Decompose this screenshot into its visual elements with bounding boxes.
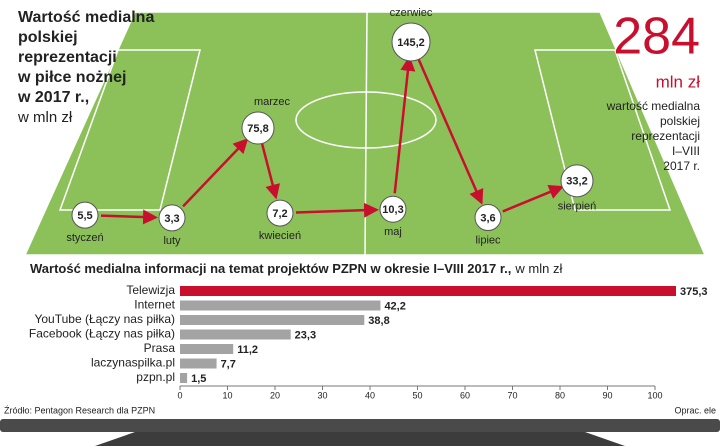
category-label: Telewizja (126, 283, 175, 297)
monitor-bezel (0, 419, 720, 432)
x-tick-label: 10 (222, 390, 232, 400)
x-tick-label: 30 (317, 390, 327, 400)
bar (180, 300, 381, 311)
x-tick-label: 80 (555, 390, 565, 400)
headline-caption: I–VIII (672, 144, 700, 158)
value-label: 23,3 (295, 329, 316, 341)
headline-caption: wartość medialna (606, 99, 701, 113)
value-label: 5,5 (77, 210, 92, 222)
bars (180, 286, 676, 383)
source: Źródło: Pentagon Research dla PZPN (4, 405, 155, 415)
chart-title: reprezentacji (18, 49, 117, 66)
headline: 284 mln zł wartość medialna polskiej rep… (606, 8, 701, 173)
value-bubble (379, 195, 407, 223)
headline-caption: reprezentacji (631, 129, 700, 143)
value-bubble (474, 204, 502, 232)
headline-caption: 2017 r. (663, 159, 700, 173)
bar (180, 315, 365, 325)
x-tick-label: 20 (270, 390, 280, 400)
value-label: 1,5 (191, 373, 206, 385)
value-label: 7,7 (221, 358, 236, 370)
value-bubble (266, 199, 294, 227)
value-label: 3,6 (480, 212, 495, 224)
x-tick-label: 40 (365, 390, 375, 400)
monthly-chart: Wartość medialna polskiej reprezentacji w p… (17, 7, 596, 247)
value-label: 11,2 (237, 344, 258, 356)
trend-arrow (393, 55, 416, 194)
month-label: marzec (254, 96, 291, 108)
x-tick-label: 60 (460, 390, 470, 400)
value-label: 38,8 (368, 315, 389, 327)
bar (180, 358, 217, 369)
chart-title: Wartość medialna (18, 9, 154, 26)
category-label: pzpn.pl (136, 370, 175, 384)
chart-title: Wartość medialna informacji na temat pro… (30, 261, 562, 276)
value-label: 375,3 (680, 286, 708, 298)
value-label: 42,2 (384, 300, 405, 312)
monitor-stand (95, 432, 625, 446)
category-label: Facebook (Łączy nas piłka) (29, 327, 175, 341)
chart-title: polskiej (18, 29, 78, 46)
x-tick-label: 50 (412, 390, 422, 400)
headline-unit: mln zł (656, 72, 701, 91)
x-tick-label: 70 (507, 390, 517, 400)
month-label: luty (163, 235, 181, 247)
month-label: lipiec (475, 234, 501, 246)
trend-arrow (295, 202, 380, 218)
trend-arrow (416, 56, 484, 205)
month-label: maj (384, 226, 402, 238)
value-bubble (241, 111, 275, 145)
bar (180, 329, 291, 340)
bar (180, 286, 676, 296)
subtitle-text: w mln zł (514, 261, 562, 276)
category-label: Internet (134, 298, 175, 312)
value-label: 75,8 (247, 123, 268, 135)
bar (180, 344, 234, 354)
value-bubble (158, 204, 186, 232)
title-text: Wartość medialna informacji na temat pro… (30, 261, 511, 276)
trend-arrow (502, 184, 565, 213)
category-label: YouTube (Łączy nas piłka) (34, 312, 175, 326)
value-bubble (560, 164, 594, 198)
value-label: 10,3 (382, 204, 403, 216)
pitch-lines (23, 11, 707, 256)
value-label: 3,3 (164, 213, 179, 225)
author: Oprac. ele (674, 405, 716, 415)
month-label: czerwiec (390, 7, 433, 19)
value-label: 145,2 (397, 37, 425, 49)
bar-chart: Wartość medialna informacji na temat pro… (29, 261, 708, 400)
month-label: styczeń (66, 232, 103, 244)
month-label: sierpień (558, 201, 597, 213)
value-bubble (71, 201, 99, 229)
trend-arrow (260, 143, 280, 200)
trend-arrow (182, 138, 249, 208)
x-tick-label: 90 (602, 390, 612, 400)
chart-title: w piłce nożnej (17, 69, 126, 86)
trend-arrow (100, 209, 159, 225)
month-label: kwiecień (259, 230, 301, 242)
category-label: laczynaspilka.pl (91, 356, 175, 370)
category-label: Prasa (144, 341, 176, 355)
value-bubble (391, 22, 431, 62)
x-tick-label: 100 (647, 390, 662, 400)
headline-value: 284 (613, 8, 700, 66)
chart-subtitle: w mln zł (17, 109, 73, 126)
value-label: 33,2 (566, 176, 587, 188)
value-label: 7,2 (272, 208, 287, 220)
chart-title: w 2017 r., (17, 89, 89, 106)
x-tick-label: 0 (177, 390, 182, 400)
bar (180, 373, 188, 383)
headline-caption: polskiej (660, 114, 700, 128)
